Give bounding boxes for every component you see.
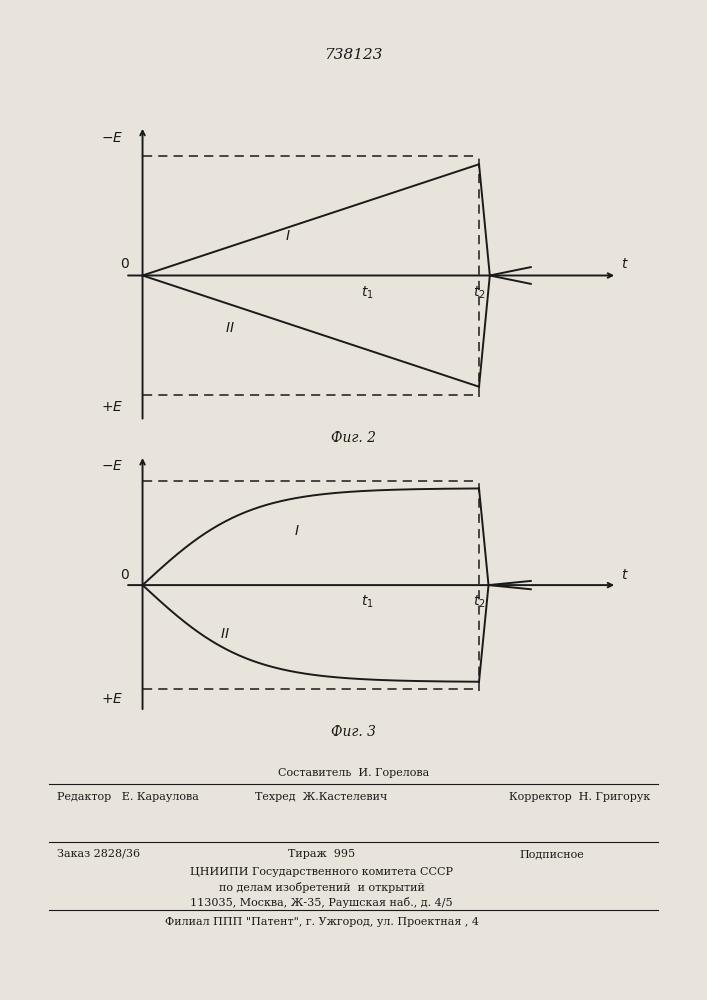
Text: Фиг. 3: Фиг. 3	[331, 725, 376, 739]
Text: $t_2$: $t_2$	[473, 593, 485, 610]
Text: 113035, Москва, Ж-35, Раушская наб., д. 4/5: 113035, Москва, Ж-35, Раушская наб., д. …	[190, 897, 453, 908]
Text: Составитель  И. Горелова: Составитель И. Горелова	[278, 768, 429, 778]
Text: по делам изобретений  и открытий: по делам изобретений и открытий	[218, 882, 425, 893]
Text: $t$: $t$	[621, 568, 629, 582]
Text: ЦНИИПИ Государственного комитета СССР: ЦНИИПИ Государственного комитета СССР	[190, 867, 453, 877]
Text: $t_1$: $t_1$	[361, 593, 373, 610]
Text: $II$: $II$	[225, 321, 234, 335]
Text: $+E$: $+E$	[101, 400, 123, 414]
Text: $t_1$: $t_1$	[361, 285, 373, 301]
Text: Техред  Ж.Кастелевич: Техред Ж.Кастелевич	[255, 792, 388, 802]
Text: $0$: $0$	[119, 568, 129, 582]
Text: $I$: $I$	[293, 524, 299, 538]
Text: $0$: $0$	[119, 257, 129, 271]
Text: Заказ 2828/36: Заказ 2828/36	[57, 849, 140, 859]
Text: Подписное: Подписное	[519, 849, 584, 859]
Text: $I$: $I$	[285, 229, 291, 243]
Text: Редактор   Е. Караулова: Редактор Е. Караулова	[57, 792, 199, 802]
Text: $t_2$: $t_2$	[473, 285, 485, 301]
Text: Филиал ППП "Патент", г. Ужгород, ул. Проектная , 4: Филиал ППП "Патент", г. Ужгород, ул. Про…	[165, 917, 479, 927]
Text: Корректор  Н. Григорук: Корректор Н. Григорук	[509, 792, 650, 802]
Text: $II$: $II$	[220, 627, 230, 641]
Text: $-E$: $-E$	[101, 459, 123, 473]
Text: $-E$: $-E$	[101, 131, 123, 145]
Text: $+E$: $+E$	[101, 692, 123, 706]
Text: Фиг. 2: Фиг. 2	[331, 431, 376, 445]
Text: 738123: 738123	[325, 48, 382, 62]
Text: Тираж  995: Тираж 995	[288, 849, 355, 859]
Text: $t$: $t$	[621, 257, 629, 271]
